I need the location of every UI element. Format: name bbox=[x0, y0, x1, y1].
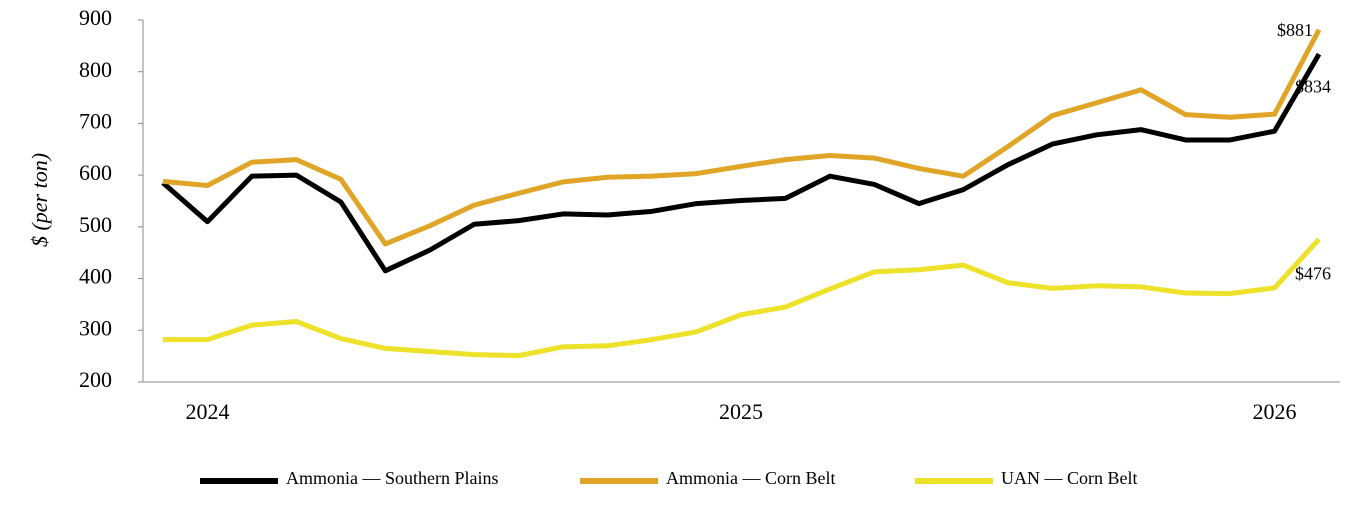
series-line bbox=[161, 52, 1322, 274]
x-tick-label: 2024 bbox=[185, 399, 229, 424]
y-tick-label: 200 bbox=[79, 367, 112, 392]
x-tick-label: 2026 bbox=[1253, 399, 1297, 424]
y-tick-label: 600 bbox=[79, 160, 112, 185]
legend-label: Ammonia — Corn Belt bbox=[666, 468, 836, 488]
data-label: $881 bbox=[1277, 20, 1313, 40]
data-label: $476 bbox=[1295, 263, 1331, 283]
y-axis-label: $ (per ton) bbox=[27, 153, 52, 247]
x-tick-label: 2025 bbox=[719, 399, 763, 424]
y-tick-label: 400 bbox=[79, 264, 112, 289]
y-tick-label: 500 bbox=[79, 212, 112, 237]
y-tick-label: 900 bbox=[79, 5, 112, 30]
y-tick-label: 300 bbox=[79, 315, 112, 340]
legend-label: UAN — Corn Belt bbox=[1001, 468, 1138, 488]
y-tick-label: 700 bbox=[79, 108, 112, 133]
series-line bbox=[162, 28, 1322, 247]
series-line bbox=[163, 237, 1321, 359]
legend-label: Ammonia — Southern Plains bbox=[286, 468, 499, 488]
y-tick-label: 800 bbox=[79, 57, 112, 82]
data-label: $834 bbox=[1295, 76, 1331, 96]
